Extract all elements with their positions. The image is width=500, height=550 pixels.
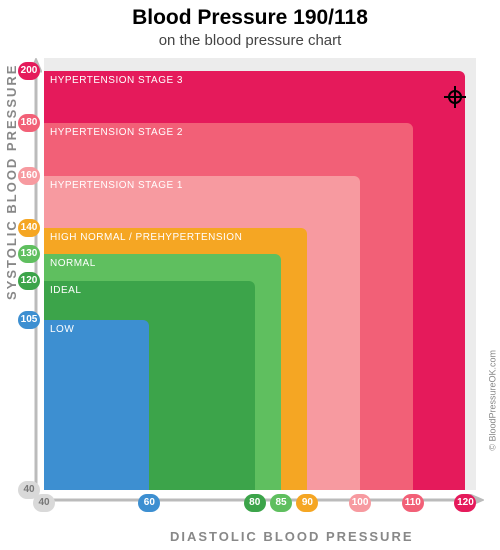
bp-band-label: LOW (50, 324, 74, 335)
x-axis-label: DIASTOLIC BLOOD PRESSURE (170, 529, 414, 544)
y-tick: 140 (18, 219, 40, 237)
x-tick: 60 (138, 494, 160, 512)
x-tick: 90 (296, 494, 318, 512)
x-tick: 110 (402, 494, 424, 512)
y-tick: 200 (18, 62, 40, 80)
y-tick: 160 (18, 167, 40, 185)
y-tick: 180 (18, 114, 40, 132)
bp-band-label: NORMAL (50, 258, 96, 269)
bp-band-label: HIGH NORMAL / PREHYPERTENSION (50, 232, 242, 243)
chart-area: HYPERTENSION STAGE 3 HYPERTENSION STAGE 2… (44, 58, 476, 490)
page-subtitle: on the blood pressure chart (0, 32, 500, 49)
bp-band-label: IDEAL (50, 285, 81, 296)
attribution: © BloodPressureOK.com (488, 350, 498, 451)
chart-plot: HYPERTENSION STAGE 3 HYPERTENSION STAGE 2… (44, 58, 476, 490)
x-tick: 100 (349, 494, 371, 512)
y-axis-label: SYSTOLIC BLOOD PRESSURE (4, 64, 19, 300)
bp-band-label: HYPERTENSION STAGE 1 (50, 180, 183, 191)
x-tick: 85 (270, 494, 292, 512)
bp-band-label: HYPERTENSION STAGE 2 (50, 127, 183, 138)
title-block: Blood Pressure 190/118 on the blood pres… (0, 0, 500, 49)
bp-band: LOW (44, 320, 149, 490)
x-tick: 40 (33, 494, 55, 512)
x-tick: 120 (454, 494, 476, 512)
reading-marker (444, 86, 466, 108)
bp-band-label: HYPERTENSION STAGE 3 (50, 75, 183, 86)
y-tick: 105 (18, 311, 40, 329)
page-title: Blood Pressure 190/118 (0, 6, 500, 30)
y-tick: 130 (18, 245, 40, 263)
x-tick: 80 (244, 494, 266, 512)
y-tick: 120 (18, 272, 40, 290)
